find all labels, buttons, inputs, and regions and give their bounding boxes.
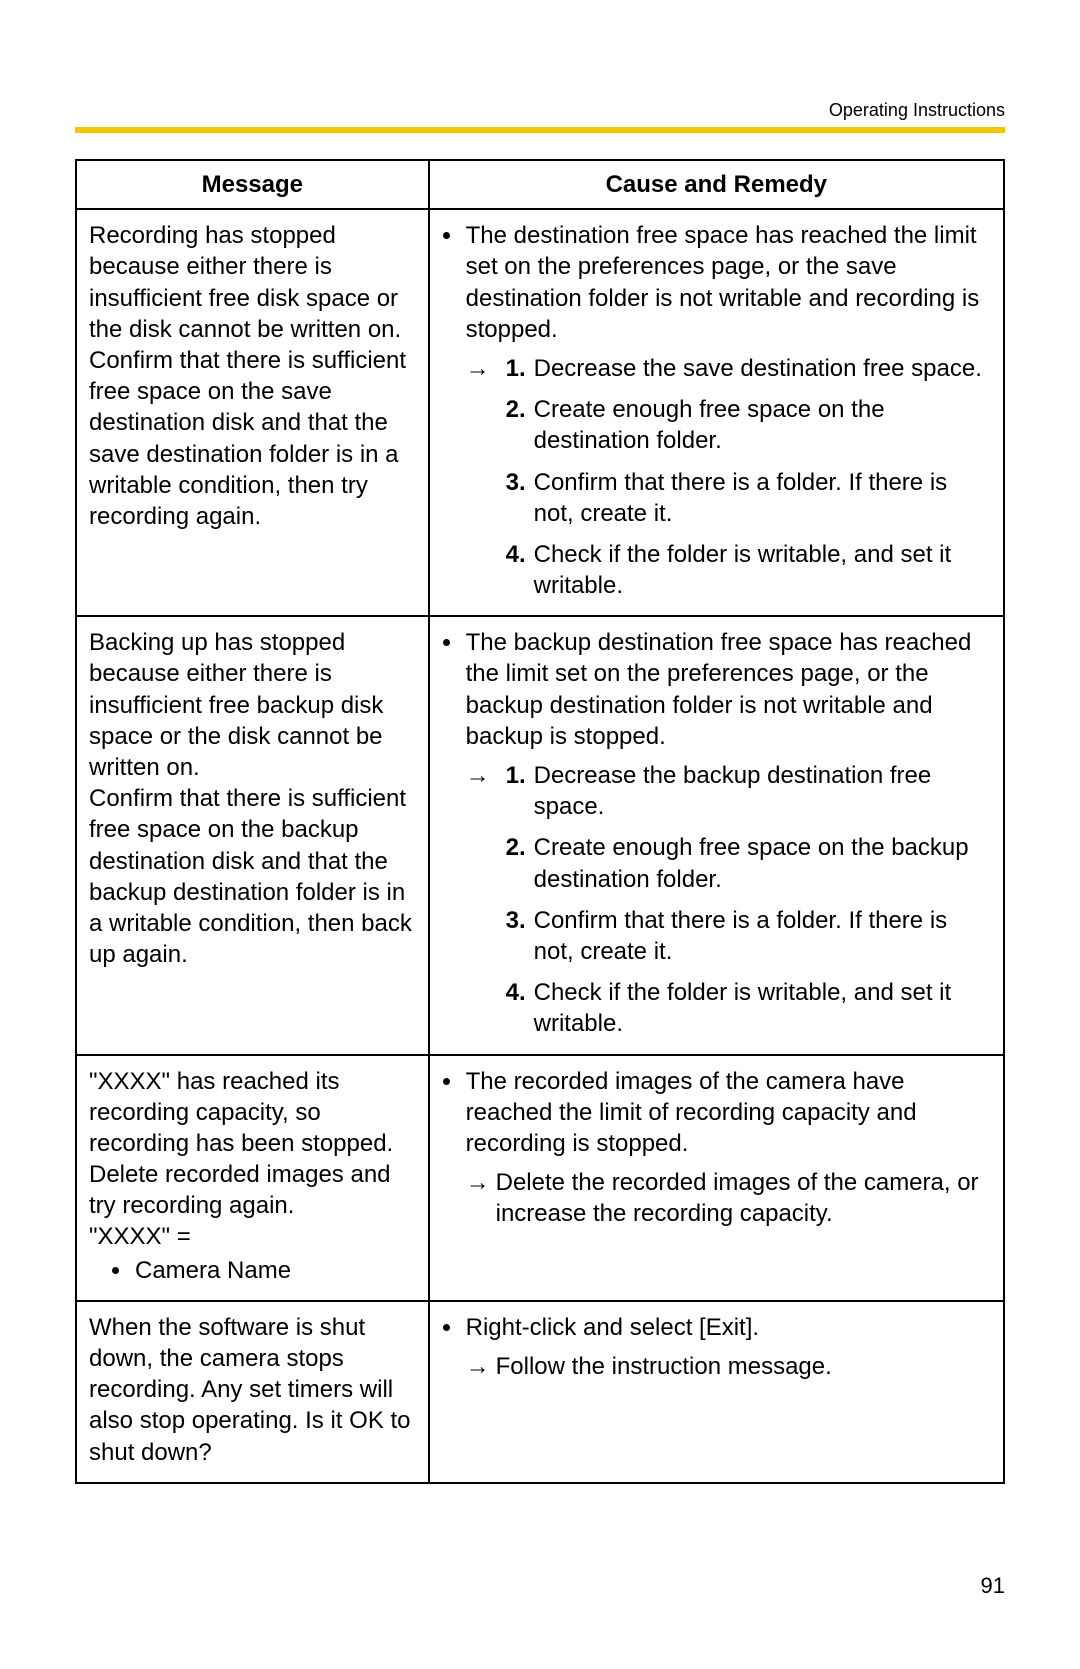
message-bullets: Camera Name xyxy=(89,1255,418,1286)
arrow-icon: → xyxy=(466,1351,490,1382)
troubleshoot-table: Message Cause and Remedy Recording has s… xyxy=(75,159,1005,1484)
remedy-cell: The backup destination free space has re… xyxy=(429,616,1004,1054)
remedy-step: Decrease the backup destination free spa… xyxy=(526,760,993,822)
cause-text: The destination free space has reached t… xyxy=(466,222,980,343)
message-cell: When the software is shut down, the came… xyxy=(76,1301,429,1483)
arrow-icon: → xyxy=(466,353,490,384)
table-row: "XXXX" has reached its recording capacit… xyxy=(76,1055,1004,1301)
page-number: 91 xyxy=(981,1573,1005,1599)
table-row: Backing up has stopped because either th… xyxy=(76,616,1004,1054)
remedy-action: Delete the recorded images of the camera… xyxy=(496,1167,993,1229)
message-cell: Recording has stopped because either the… xyxy=(76,209,429,616)
remedy-step: Confirm that there is a folder. If there… xyxy=(526,905,993,967)
cause-text: The backup destination free space has re… xyxy=(466,629,972,750)
remedy-steps: Decrease the backup destination free spa… xyxy=(496,760,993,1040)
remedy-step: Confirm that there is a folder. If there… xyxy=(526,467,993,529)
cause-text: Right-click and select [Exit]. xyxy=(466,1314,759,1341)
table-row: When the software is shut down, the came… xyxy=(76,1301,1004,1483)
col-header-remedy: Cause and Remedy xyxy=(429,160,1004,209)
message-text: Backing up has stopped because either th… xyxy=(89,627,418,970)
cause-item: The backup destination free space has re… xyxy=(464,627,993,1039)
remedy-step: Check if the folder is writable, and set… xyxy=(526,539,993,601)
remedy-cell: Right-click and select [Exit]. → Follow … xyxy=(429,1301,1004,1483)
message-text: When the software is shut down, the came… xyxy=(89,1312,418,1468)
col-header-message: Message xyxy=(76,160,429,209)
remedy-action: Follow the instruction message. xyxy=(496,1351,993,1382)
arrow-icon: → xyxy=(466,760,490,791)
cause-item: The recorded images of the camera have r… xyxy=(464,1066,993,1230)
message-cell: Backing up has stopped because either th… xyxy=(76,616,429,1054)
message-text: "XXXX" has reached its recording capacit… xyxy=(89,1066,418,1253)
message-text: Recording has stopped because either the… xyxy=(89,220,418,532)
message-bullet: Camera Name xyxy=(133,1255,418,1286)
message-cell: "XXXX" has reached its recording capacit… xyxy=(76,1055,429,1301)
remedy-step: Decrease the save destination free space… xyxy=(526,353,993,384)
cause-item: Right-click and select [Exit]. → Follow … xyxy=(464,1312,993,1382)
remedy-step: Create enough free space on the destinat… xyxy=(526,394,993,456)
remedy-cell: The recorded images of the camera have r… xyxy=(429,1055,1004,1301)
table-header-row: Message Cause and Remedy xyxy=(76,160,1004,209)
arrow-icon: → xyxy=(466,1167,490,1198)
remedy-step: Create enough free space on the backup d… xyxy=(526,832,993,894)
remedy-steps: Decrease the save destination free space… xyxy=(496,353,993,601)
cause-item: The destination free space has reached t… xyxy=(464,220,993,601)
cause-text: The recorded images of the camera have r… xyxy=(466,1068,917,1157)
table-row: Recording has stopped because either the… xyxy=(76,209,1004,616)
remedy-step: Check if the folder is writable, and set… xyxy=(526,977,993,1039)
section-label: Operating Instructions xyxy=(75,100,1005,121)
accent-rule xyxy=(75,127,1005,133)
remedy-cell: The destination free space has reached t… xyxy=(429,209,1004,616)
document-page: Operating Instructions Message Cause and… xyxy=(0,0,1080,1669)
